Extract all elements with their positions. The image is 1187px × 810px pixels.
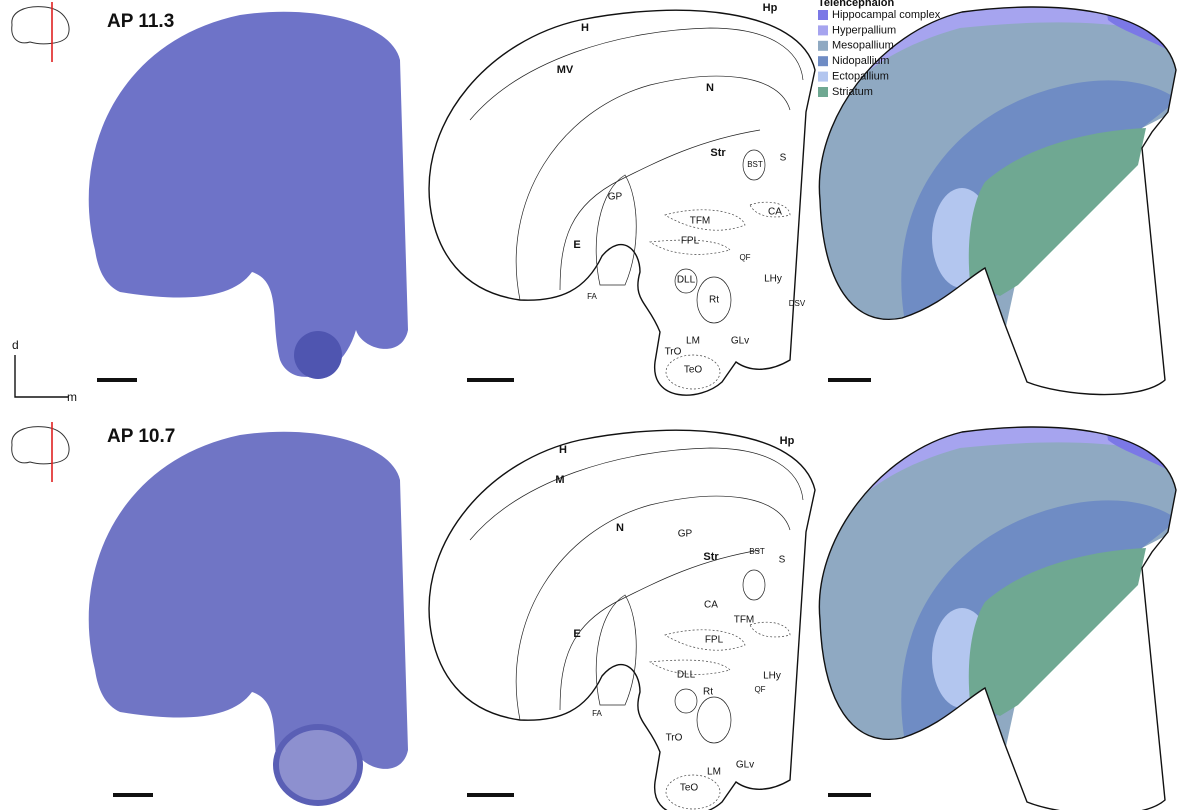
legend-swatch (818, 71, 828, 82)
section-photo (88, 11, 408, 377)
region-label: BST (747, 160, 763, 169)
legend-swatch (818, 87, 828, 97)
region-label: E (573, 628, 580, 640)
region-label: Hp (780, 435, 795, 447)
region-label: LM (686, 336, 700, 347)
region-label: N (706, 82, 714, 94)
region-label: BST (749, 547, 765, 556)
orientation-axes (14, 355, 68, 398)
region-label: DSV (789, 299, 806, 308)
region-label: Hp (763, 2, 778, 14)
region-label: LHy (764, 274, 782, 285)
legend-label: Nidopallium (832, 55, 889, 67)
region-label: GP (678, 529, 693, 540)
legend-swatch (818, 25, 828, 36)
brain-icon (11, 2, 70, 62)
region-label: TFM (690, 216, 711, 227)
region-label: S (779, 555, 786, 566)
panel-title: AP 11.3 (107, 11, 174, 32)
region-label: TeO (680, 783, 699, 794)
region-label: QF (754, 685, 765, 694)
region-label: TrO (666, 733, 683, 744)
region-label: Str (703, 551, 719, 563)
legend-label: Hippocampal complex (832, 9, 941, 21)
region-label: CA (768, 207, 782, 218)
region-label: S (780, 153, 787, 164)
scale-bar (97, 378, 871, 797)
region-label: FA (592, 709, 602, 718)
section-photo (294, 331, 342, 379)
legend-swatch (818, 56, 828, 67)
region-label: MV (557, 64, 574, 76)
region-label: N (616, 522, 624, 534)
region-label: Rt (703, 687, 713, 698)
region-label: M (555, 474, 564, 486)
legend-title: Telencephalon (818, 0, 894, 9)
atlas-outline (429, 430, 815, 810)
region-label: TFM (734, 615, 755, 626)
legend-label: Hyperpallium (832, 24, 896, 36)
region-label: TrO (665, 347, 682, 358)
region-label: GLv (736, 760, 754, 771)
section-photo (88, 431, 408, 806)
region-label: LM (707, 767, 721, 778)
region-label: DLL (677, 275, 696, 286)
region-label: Str (710, 147, 726, 159)
region-label: CA (704, 600, 718, 611)
region-label: DLL (677, 670, 696, 681)
region-label: H (581, 22, 589, 34)
legend-label: Striatum (832, 86, 873, 98)
region-label: LHy (763, 671, 781, 682)
region-label: QF (739, 253, 750, 262)
legend-label: Mesopallium (832, 40, 894, 52)
region-label: FPL (681, 236, 700, 247)
region-label: GLv (731, 336, 749, 347)
region-label: GP (608, 192, 623, 203)
legend-swatch (818, 10, 828, 20)
orientation-label: d (12, 338, 19, 352)
region-label: E (573, 239, 580, 251)
region-label: Rt (709, 295, 719, 306)
legend-swatch (818, 40, 828, 51)
region-label: FA (587, 292, 597, 301)
legend-label: Ectopallium (832, 71, 889, 83)
region-label: H (559, 444, 567, 456)
atlas-outline (429, 10, 815, 395)
orientation-label: m (67, 390, 77, 404)
panel-title: AP 10.7 (107, 426, 175, 447)
region-label: TeO (684, 365, 703, 376)
brain-icon (11, 422, 70, 482)
region-label: FPL (705, 635, 724, 646)
region-map (800, 420, 1187, 810)
